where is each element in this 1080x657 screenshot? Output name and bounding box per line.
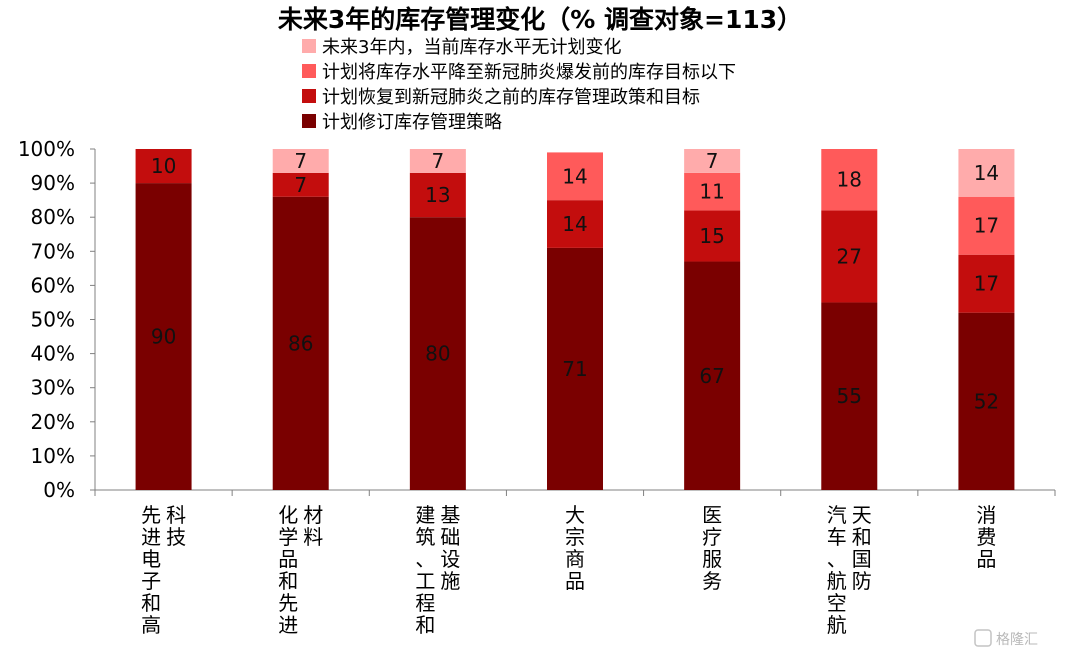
legend-swatch: [302, 114, 316, 128]
data-label: 55: [837, 384, 862, 408]
category-label: 消费品: [976, 503, 996, 571]
category-label: 基础设施: [440, 503, 460, 593]
data-label: 7: [294, 149, 307, 173]
watermark: 格隆汇: [974, 629, 1038, 648]
bars: [135, 149, 1015, 491]
bar-segment: [547, 152, 603, 201]
category-label: 先进电子和高: [141, 503, 161, 637]
data-label: 14: [562, 164, 587, 188]
data-label: 17: [974, 272, 999, 296]
data-label: 13: [425, 183, 450, 207]
data-label: 71: [562, 357, 587, 381]
bar-segment: [409, 217, 466, 490]
bar-segment: [409, 149, 466, 173]
bar-segment: [547, 200, 603, 248]
y-tick-label: 100%: [18, 137, 75, 161]
data-label: 17: [974, 214, 999, 238]
legend-entry: 计划将库存水平降至新冠肺炎爆发前的库存目标以下: [322, 62, 736, 83]
category-label: 汽车、航空航: [827, 503, 847, 637]
bar-segment: [684, 210, 741, 262]
y-tick-label: 50%: [31, 308, 75, 332]
category-label: 材料: [303, 503, 323, 549]
bar-segment: [821, 149, 878, 211]
category-label: 大宗商品: [565, 503, 585, 593]
bar-segment: [135, 183, 192, 490]
category-label: 天和国防: [852, 503, 872, 593]
bar-segment: [272, 196, 329, 491]
legend-entry: 计划修订库存管理策略: [322, 112, 502, 133]
bar-segment: [409, 172, 466, 218]
data-label: 14: [562, 212, 587, 236]
y-tick-label: 40%: [31, 342, 75, 366]
y-tick-label: 20%: [31, 410, 75, 434]
data-label: 80: [425, 342, 450, 366]
category-label: 科技: [166, 503, 186, 549]
axes: 0% 10% 20% 30% 40% 50% 60% 70% 80% 90% 100%: [18, 137, 1056, 502]
y-tick-label: 70%: [31, 239, 75, 263]
category-label: 化学品和先进: [278, 503, 298, 637]
data-label: 7: [706, 149, 719, 173]
watermark-logo-icon: [974, 629, 992, 647]
bar-segment: [135, 149, 192, 184]
bar-segment: [684, 261, 741, 490]
category-label: 建筑、工程和: [415, 503, 435, 637]
data-label: 86: [288, 331, 313, 355]
y-tick-label: 60%: [31, 273, 75, 297]
data-label: 10: [151, 154, 176, 178]
legend: 未来3年内，当前库存水平无计划变化计划将库存水平降至新冠肺炎爆发前的库存目标以下…: [302, 37, 736, 133]
data-label: 27: [837, 244, 862, 268]
legend-swatch: [302, 39, 316, 53]
legend-swatch: [302, 64, 316, 78]
y-tick-label: 0%: [43, 478, 75, 502]
y-tick-label: 30%: [31, 376, 75, 400]
bar-segment: [821, 210, 878, 303]
data-label: 18: [837, 168, 862, 192]
bar-segment: [958, 312, 1015, 490]
bar-segment: [272, 149, 329, 173]
y-tick-label: 80%: [31, 205, 75, 229]
bar-segment: [272, 172, 329, 197]
data-label: 7: [431, 149, 444, 173]
chart-title: 未来3年的库存管理变化（% 调查对象=113）: [278, 5, 802, 34]
data-label: 11: [699, 180, 724, 204]
data-label: 15: [699, 224, 724, 248]
data-label: 52: [974, 389, 999, 413]
category-label: 医疗服务: [702, 503, 722, 593]
bar-segment: [958, 149, 1015, 197]
bar-segment: [684, 149, 741, 173]
data-label: 67: [699, 364, 724, 388]
data-label: 90: [151, 325, 176, 349]
legend-entry: 未来3年内，当前库存水平无计划变化: [322, 37, 621, 58]
bar-segment: [821, 302, 878, 490]
bar-segment: [684, 172, 741, 211]
y-tick-label: 90%: [31, 171, 75, 195]
bar-segment: [958, 254, 1015, 313]
legend-entry: 计划恢复到新冠肺炎之前的库存管理政策和目标: [322, 87, 700, 108]
bar-segment: [547, 247, 603, 490]
data-label: 14: [974, 161, 999, 185]
y-tick-label: 10%: [31, 444, 75, 468]
bar-segment: [958, 196, 1015, 255]
watermark-text: 格隆汇: [996, 632, 1038, 648]
data-label: 7: [294, 173, 307, 197]
legend-swatch: [302, 89, 316, 103]
